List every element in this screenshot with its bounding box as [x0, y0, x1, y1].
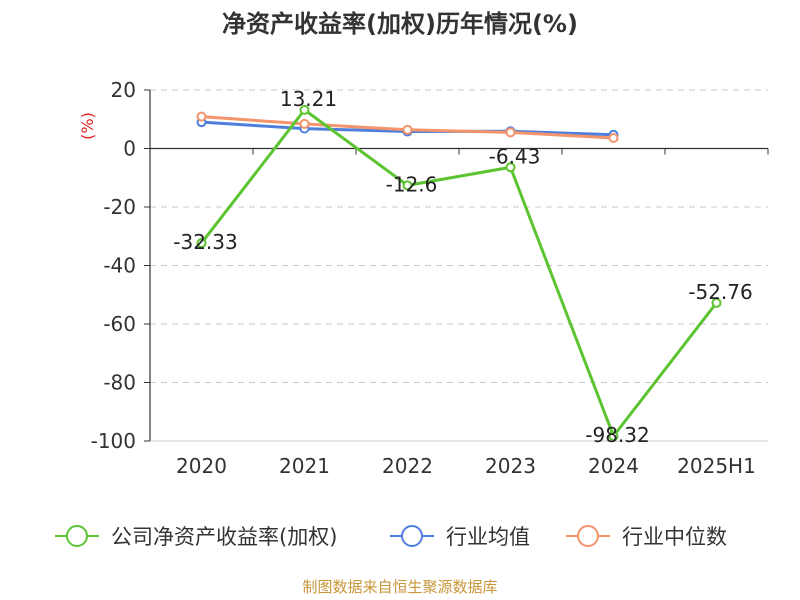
chart-title: 净资产收益率(加权)历年情况(%)	[222, 10, 578, 38]
legend-marker	[401, 525, 423, 547]
legend-label: 行业中位数	[622, 525, 727, 549]
data-label: -12.6	[386, 172, 438, 196]
source-note: 制图数据来自恒生聚源数据库	[302, 578, 497, 596]
legend-marker	[66, 525, 88, 547]
x-tick-label: 2021	[279, 454, 330, 478]
series-2-point[interactable]	[402, 124, 413, 135]
series-2-point[interactable]	[299, 118, 310, 129]
y-tick-label: -40	[103, 254, 136, 278]
data-labels: -32.33 13.21 -12.6 -6.43 -98.32 -52.76	[173, 87, 752, 447]
legend-item-2[interactable]: 行业中位数	[566, 525, 727, 549]
legend[interactable]: 公司净资产收益率(加权) 行业均值 行业中位数	[55, 525, 727, 549]
y-tick-label: -80	[103, 371, 136, 395]
series-2-point[interactable]	[505, 127, 516, 138]
x-tick-label: 2023	[485, 454, 536, 478]
axes: 20 0 -20 -40 -60 -80 -100 2020 2021 2022 2023 2024 2…	[91, 78, 769, 478]
x-tick-label: 2022	[382, 454, 433, 478]
legend-item-0[interactable]: 公司净资产收益率(加权)	[55, 525, 337, 549]
series-0-point[interactable]	[299, 104, 310, 115]
data-label: -32.33	[173, 230, 237, 254]
y-tick-label: -100	[91, 429, 136, 453]
series-0-point[interactable]	[505, 162, 516, 173]
series-layer	[196, 104, 722, 442]
x-tick-label: 2020	[176, 454, 227, 478]
series-0-point[interactable]	[711, 297, 722, 308]
data-label: -6.43	[489, 144, 541, 168]
y-tick-label: -20	[103, 195, 136, 219]
x-tick-label: 2025H1	[677, 454, 756, 478]
y-tick-label: 0	[123, 137, 136, 161]
series-0-point[interactable]	[196, 238, 207, 249]
legend-label: 公司净资产收益率(加权)	[111, 525, 337, 549]
y-tick-label: -60	[103, 312, 136, 336]
legend-label: 行业均值	[446, 525, 530, 549]
data-label: 13.21	[280, 87, 337, 111]
series-2-point[interactable]	[608, 132, 619, 143]
grid-lines	[150, 89, 768, 442]
data-label: -98.32	[585, 423, 649, 447]
x-tick-label: 2024	[588, 454, 639, 478]
legend-item-1[interactable]: 行业均值	[390, 525, 530, 549]
series-line-0	[200, 108, 718, 438]
series-0-point[interactable]	[608, 431, 619, 442]
data-label: -52.76	[688, 280, 752, 304]
y-tick-label: 20	[111, 78, 136, 102]
series-2-point[interactable]	[196, 111, 207, 122]
series-0-point[interactable]	[402, 180, 413, 191]
y-axis-unit-label: (%)	[78, 112, 97, 140]
legend-marker	[577, 525, 599, 547]
